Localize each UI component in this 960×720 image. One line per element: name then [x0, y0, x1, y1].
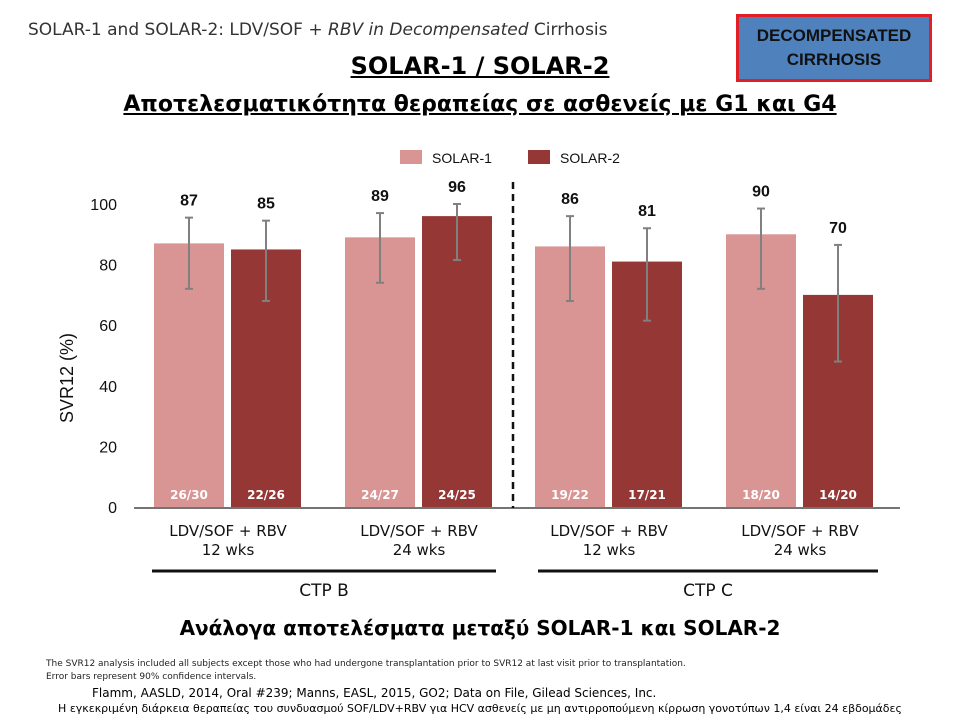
group-label: CTP B	[299, 581, 349, 601]
svr12-bar-chart: 0 20 40 60 80 100 SVR12 (%) SOLAR-1 SOLAR-2 87 26/…	[57, 150, 900, 601]
value-label: 85	[257, 196, 275, 213]
category-label-line1: LDV/SOF + RBV	[550, 522, 668, 540]
value-label: 86	[561, 191, 579, 208]
category-label-line1: LDV/SOF + RBV	[360, 522, 478, 540]
y-tick-label: 80	[99, 258, 117, 275]
bar-solar-2	[422, 216, 492, 507]
slide-heading: SOLAR-1 / SOLAR-2	[350, 52, 610, 80]
fraction-label: 22/26	[247, 488, 285, 502]
category-label-line1: LDV/SOF + RBV	[741, 522, 859, 540]
fraction-label: 26/30	[170, 488, 208, 502]
group-label: CTP C	[683, 581, 733, 601]
footnote-error-bars: Error bars represent 90% confidence inte…	[46, 672, 257, 682]
category-label-line1: LDV/SOF + RBV	[169, 522, 287, 540]
legend-label: SOLAR-1	[432, 150, 492, 166]
y-tick-label: 60	[99, 318, 117, 335]
fraction-label: 24/27	[361, 488, 399, 502]
fraction-label: 24/25	[438, 488, 476, 502]
slide-subheading: Αποτελεσματικότητα θεραπείας σε ασθενείς…	[123, 92, 837, 117]
fraction-label: 14/20	[819, 488, 857, 502]
value-label: 70	[829, 220, 847, 237]
y-tick-label: 100	[90, 197, 117, 214]
references: Flamm, AASLD, 2014, Oral #239; Manns, EA…	[92, 686, 657, 700]
value-label: 81	[638, 203, 656, 220]
footnote-analysis: The SVR12 analysis included all subjects…	[46, 659, 686, 669]
conclusion-text: Ανάλογα αποτελέσματα μεταξύ SOLAR-1 και …	[179, 616, 781, 640]
decompensated-cirrhosis-badge: DECOMPENSATED CIRRHOSIS	[736, 14, 932, 82]
y-tick-label: 20	[99, 439, 117, 456]
value-label: 96	[448, 179, 466, 196]
category-label-line2: 24 wks	[774, 541, 827, 559]
fraction-label: 17/21	[628, 488, 666, 502]
y-axis-label: SVR12 (%)	[57, 333, 77, 423]
category-label-line2: 12 wks	[202, 541, 255, 559]
badge-line-1: DECOMPENSATED	[756, 26, 912, 45]
approved-duration-disclaimer: Η εγκεκριμένη διάρκεια θεραπείας του συν…	[58, 702, 902, 715]
slide-top-title: SOLAR-1 and SOLAR-2: LDV/SOF + RBV in De…	[28, 20, 608, 40]
category-label-line2: 12 wks	[583, 541, 636, 559]
y-tick-label: 40	[99, 379, 117, 396]
value-label: 87	[180, 193, 198, 210]
value-label: 89	[371, 188, 389, 205]
badge-line-2: CIRRHOSIS	[786, 50, 882, 69]
legend-label: SOLAR-2	[560, 150, 620, 166]
fraction-label: 18/20	[742, 488, 780, 502]
y-tick-label: 0	[108, 500, 117, 517]
category-label-line2: 24 wks	[393, 541, 446, 559]
value-label: 90	[752, 184, 770, 201]
fraction-label: 19/22	[551, 488, 589, 502]
legend-swatch	[400, 150, 422, 164]
legend-swatch	[528, 150, 550, 164]
